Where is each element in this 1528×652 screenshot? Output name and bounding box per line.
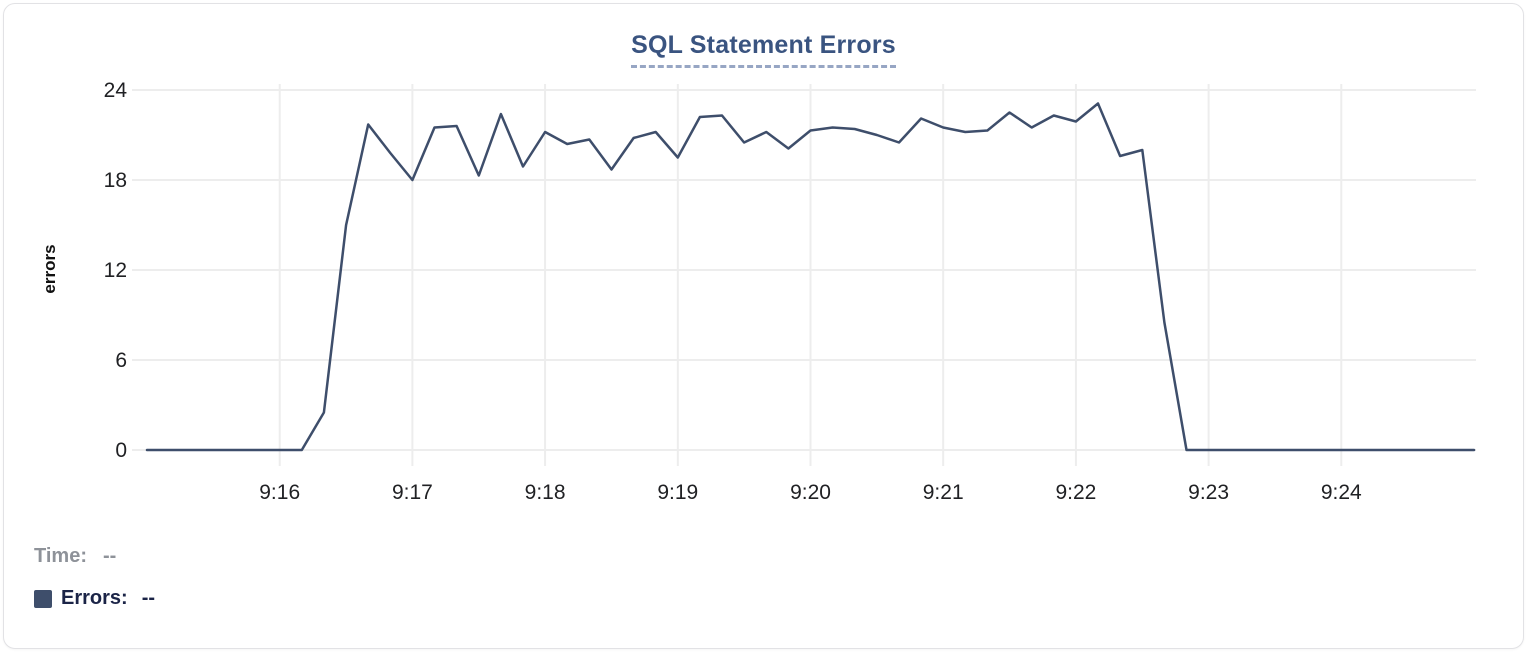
y-tick-label: 6: [115, 349, 127, 372]
x-tick-label: 9:18: [525, 481, 566, 504]
legend-errors-row: Errors: --: [34, 587, 155, 610]
x-tick-label: 9:19: [657, 481, 698, 504]
time-value: --: [102, 545, 117, 567]
x-tick-label: 9:16: [259, 481, 300, 504]
y-tick-label: 12: [104, 259, 127, 282]
errors-legend-swatch-icon: [34, 589, 52, 608]
y-tick-label: 0: [115, 439, 127, 462]
errors-label: Errors:: [61, 587, 128, 609]
x-tick-label: 9:17: [392, 481, 433, 504]
chart-title[interactable]: SQL Statement Errors: [631, 31, 896, 68]
errors-line-chart[interactable]: 0 6 12 18 24 9:16 9:17 9:18 9:19 9:20 9:21 9:22 9:23…: [4, 59, 1528, 519]
chart-title-wrap: SQL Statement Errors: [4, 31, 1523, 68]
chart-card: SQL Statement Errors errors 0 6 12 18 24 9:16…: [3, 3, 1524, 649]
y-tick-label: 18: [104, 169, 127, 192]
x-tick-label: 9:23: [1188, 481, 1229, 504]
x-tick-label: 9:20: [790, 481, 831, 504]
x-tick-label: 9:24: [1321, 481, 1362, 504]
x-tick-label: 9:21: [923, 481, 964, 504]
time-label: Time:: [34, 545, 87, 567]
hover-time-readout: Time: --: [34, 545, 116, 568]
y-tick-label: 24: [104, 79, 128, 102]
errors-value: --: [141, 587, 156, 609]
x-tick-label: 9:22: [1055, 481, 1096, 504]
series-line-errors: [145, 102, 1476, 452]
